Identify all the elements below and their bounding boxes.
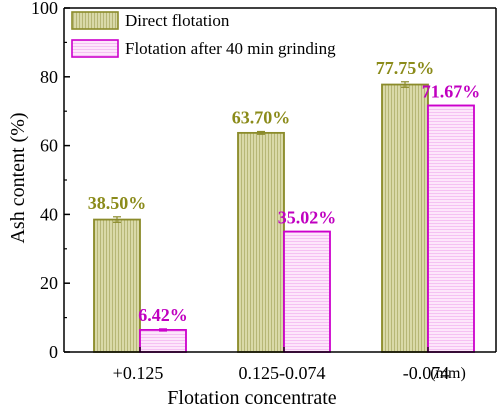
x-tick-label-1: 0.125-0.074	[239, 363, 326, 383]
data-label-1-1: 35.02%	[278, 208, 337, 228]
bar-direct-1	[237, 131, 285, 353]
bar-grinding-1	[283, 230, 331, 353]
y-tick-label-5: 100	[31, 0, 58, 18]
legend-label-flotation-after-grinding: Flotation after 40 min grinding	[125, 39, 336, 58]
y-tick-label-1: 20	[40, 273, 58, 293]
legend-swatch-direct-flotation	[71, 11, 119, 30]
x-tick-label-2: -0.074	[403, 363, 450, 383]
y-axis-title: Ash content (%)	[7, 112, 29, 243]
y-tick-label-3: 60	[40, 136, 58, 156]
y-tick-label-4: 80	[40, 67, 58, 87]
bar-grinding-0	[139, 329, 187, 353]
legend: Direct flotation Flotation after 40 min …	[71, 11, 336, 58]
data-label-0-1: 63.70%	[232, 107, 291, 127]
data-label-1-0: 6.42%	[138, 305, 188, 325]
bar-direct-2	[381, 83, 429, 353]
bar-direct-0	[93, 218, 141, 353]
y-tick-label-2: 40	[40, 204, 58, 224]
x-axis-title: Flotation concentrate	[167, 387, 337, 409]
data-label-0-0: 38.50%	[88, 193, 147, 213]
bar-grinding-2	[427, 104, 475, 353]
y-tick-label-0: 0	[49, 342, 58, 362]
x-axis-unit: (mm)	[430, 365, 466, 382]
legend-label-direct-flotation: Direct flotation	[125, 11, 230, 30]
data-label-0-2: 77.75%	[376, 58, 435, 78]
x-tick-label-0: +0.125	[113, 363, 164, 383]
legend-swatch-flotation-after-grinding	[71, 39, 119, 58]
data-label-1-2: 71.67%	[422, 81, 481, 101]
